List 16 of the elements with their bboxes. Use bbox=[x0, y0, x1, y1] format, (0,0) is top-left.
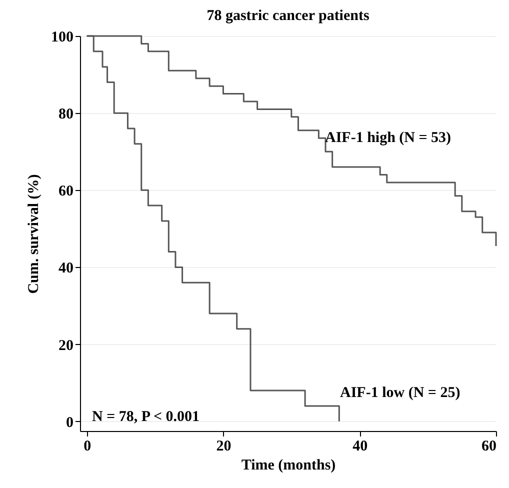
y-tick-label: 20 bbox=[58, 338, 74, 354]
x-tick-label: 40 bbox=[352, 438, 368, 454]
x-axis-title: Time (months) bbox=[241, 458, 336, 474]
y-tick-label: 40 bbox=[58, 260, 74, 277]
chart-title: 78 gastric cancer patients bbox=[206, 8, 370, 24]
x-tick-label: 0 bbox=[84, 438, 92, 454]
y-tick-label: 80 bbox=[58, 106, 74, 123]
annotation: N = 78, P < 0.001 bbox=[92, 409, 200, 425]
y-tick-label: 100 bbox=[51, 30, 74, 46]
y-tick-label: 0 bbox=[66, 414, 74, 431]
y-axis-title: Cum. survival (%) bbox=[26, 174, 42, 294]
x-tick-label: 60 bbox=[482, 438, 496, 454]
series-label: AIF-1 high (N = 53) bbox=[325, 130, 452, 146]
series-label: AIF-1 low (N = 25) bbox=[340, 385, 460, 401]
x-tick-label: 20 bbox=[216, 438, 232, 454]
y-tick-label: 60 bbox=[58, 184, 74, 200]
